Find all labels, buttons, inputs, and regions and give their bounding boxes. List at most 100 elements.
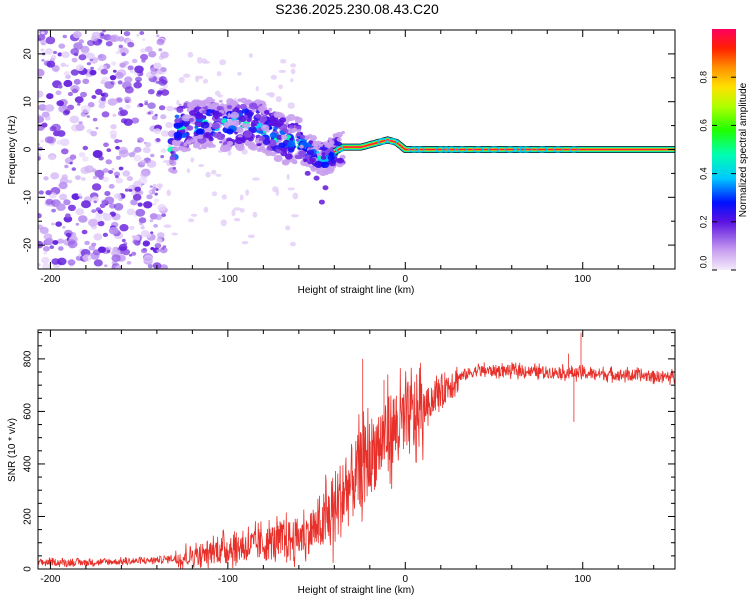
spectrogram-noise-blob xyxy=(77,102,81,106)
spectrogram-noise-blob xyxy=(131,58,138,64)
spectrogram-noise-blob xyxy=(130,199,138,206)
spectrogram-noise-blob xyxy=(147,111,151,115)
spectrogram-noise-blob xyxy=(158,48,163,52)
spectrogram-noise-blob xyxy=(102,168,109,174)
spectrogram-signal-blob xyxy=(322,185,329,191)
spectrogram-signal-blob xyxy=(248,126,257,134)
spectrogram-noise-blob xyxy=(108,226,119,235)
spectrogram-noise-blob xyxy=(43,176,49,181)
spectrogram-noise-blob xyxy=(98,175,104,180)
spectrogram-signal-blob xyxy=(289,124,295,129)
spectrogram-signal-blob xyxy=(222,144,232,152)
spectrogram-noise-blob xyxy=(86,62,91,66)
spectrogram-signal-blob xyxy=(269,119,279,127)
spectrogram-signal-blob xyxy=(268,140,277,147)
spectrogram-noise-blob xyxy=(98,246,106,253)
spectrogram-noise-blob xyxy=(114,139,120,144)
spectrogram-noise-blob xyxy=(51,258,60,265)
spectrogram-signal-blob xyxy=(174,118,181,124)
spectrogram-noise-blob xyxy=(121,52,126,57)
spectrogram-noise-blob xyxy=(48,154,56,161)
spectrogram-noise-blob xyxy=(135,208,146,217)
spectrogram-faint-blob xyxy=(248,53,253,58)
spectrogram-noise-blob xyxy=(108,184,115,189)
spectrogram-signal-blob xyxy=(270,151,277,157)
spectrogram-noise-blob xyxy=(160,148,167,153)
spectrogram-signal-blob xyxy=(170,151,174,154)
spectrogram-noise-blob xyxy=(92,175,98,180)
spectrogram-signal-blob xyxy=(235,137,244,145)
spectrogram-signal-blob xyxy=(259,116,268,122)
spectrogram-noise-blob xyxy=(105,159,113,165)
spectrogram-noise-blob xyxy=(63,71,70,76)
spectrogram-noise-blob xyxy=(128,188,133,192)
spectrogram-signal-blob xyxy=(197,134,204,140)
spectrogram-signal-blob xyxy=(304,170,311,176)
spectrogram-noise-blob xyxy=(55,90,62,96)
spectrogram-signal-blob xyxy=(318,199,325,205)
spectrogram-noise-blob xyxy=(49,245,55,250)
spectrogram-noise-blob xyxy=(104,81,115,89)
spectrogram-signal-blob xyxy=(260,145,265,150)
spectrogram-noise-blob xyxy=(90,35,98,42)
spectrogram-noise-blob xyxy=(143,254,154,263)
spectrogram-noise-blob xyxy=(38,190,44,195)
spectrogram-noise-blob xyxy=(113,203,124,211)
spectrogram-noise-blob xyxy=(144,102,149,106)
spectrogram-noise-blob xyxy=(62,226,66,229)
spectrogram-noise-blob xyxy=(112,69,117,73)
spectrogram-signal-blob xyxy=(173,131,182,139)
spectrogram-noise-blob xyxy=(101,111,110,118)
spectrogram-noise-blob xyxy=(156,69,163,75)
spectrogram-signal-blob xyxy=(251,103,256,108)
spectrogram-noise-blob xyxy=(70,48,79,56)
spectrogram-x-axis-label: Height of straight line (km) xyxy=(298,285,415,296)
spectrogram-faint-blob xyxy=(201,58,208,64)
spectrogram-noise-blob xyxy=(69,154,77,160)
spectrogram-signal-blob xyxy=(243,130,253,138)
spectrogram-noise-blob xyxy=(118,149,129,158)
spectrogram-signal-blob xyxy=(235,126,244,134)
spectrogram-noise-blob xyxy=(82,145,89,151)
spectrogram-noise-blob xyxy=(153,202,157,206)
spectrogram-noise-blob xyxy=(157,232,165,239)
spectrogram-noise-blob xyxy=(72,31,82,39)
spectrogram-faint-blob xyxy=(239,194,244,201)
spectrogram-faint-blob xyxy=(292,192,299,200)
spectrogram-noise-blob xyxy=(51,123,61,132)
spectrogram-signal-blob xyxy=(211,99,216,102)
spectrogram-noise-blob xyxy=(98,100,102,104)
spectrogram-noise-blob xyxy=(107,98,118,106)
spectrogram-noise-blob xyxy=(63,79,73,88)
spectrogram-signal-blob xyxy=(196,128,205,136)
spectrogram-noise-blob xyxy=(90,130,98,137)
spectrogram-noise-blob xyxy=(109,42,113,45)
spectrogram-noise-blob xyxy=(142,38,146,41)
spectrogram-noise-blob xyxy=(102,30,106,33)
spectrogram-noise-blob xyxy=(56,203,66,211)
spectrogram-noise-blob xyxy=(112,113,117,117)
spectrogram-faint-blob xyxy=(187,51,194,58)
spectrogram-noise-blob xyxy=(61,174,68,180)
spectrogram-signal-blob xyxy=(269,132,278,139)
spectrogram-line-halo xyxy=(536,146,548,153)
spectrogram-faint-blob xyxy=(233,207,242,211)
spectrogram-signal-blob xyxy=(200,121,210,129)
spectrogram-line-halo xyxy=(447,146,456,153)
spectrogram-signal-blob xyxy=(336,137,342,142)
spectrogram-signal-blob xyxy=(328,140,335,145)
spectrogram-noise-blob xyxy=(75,64,85,72)
snr-y-tick-label: 0 xyxy=(23,566,34,572)
spectrogram-signal-blob xyxy=(274,114,279,118)
spectrogram-signal-blob xyxy=(262,103,267,107)
spectrogram-noise-blob xyxy=(137,137,144,143)
spectrogram-noise-blob xyxy=(119,139,123,143)
spectrogram-signal-blob xyxy=(318,143,323,147)
spectrogram-faint-blob xyxy=(290,214,299,218)
spectrogram-faint-blob xyxy=(290,68,296,75)
spectrogram-signal-blob xyxy=(313,175,320,181)
spectrogram-noise-blob xyxy=(109,75,117,81)
spectrogram-noise-blob xyxy=(38,263,41,267)
spectrogram-line-halo xyxy=(414,146,425,153)
spectrogram-noise-blob xyxy=(62,110,70,116)
